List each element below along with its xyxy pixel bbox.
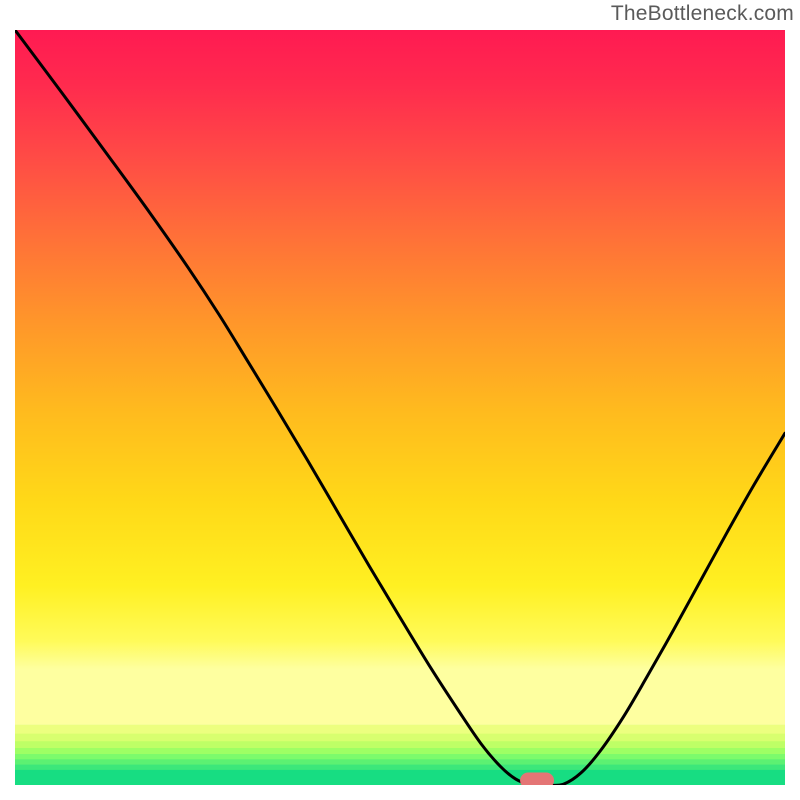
chart-svg (15, 30, 785, 785)
watermark-text: TheBottleneck.com (611, 2, 794, 26)
gradient-main (15, 30, 785, 725)
plot-area (15, 30, 785, 785)
optimal-marker (520, 772, 554, 785)
bottleneck-chart: TheBottleneck.com (0, 0, 800, 800)
gradient-bottom-bands (15, 725, 785, 785)
